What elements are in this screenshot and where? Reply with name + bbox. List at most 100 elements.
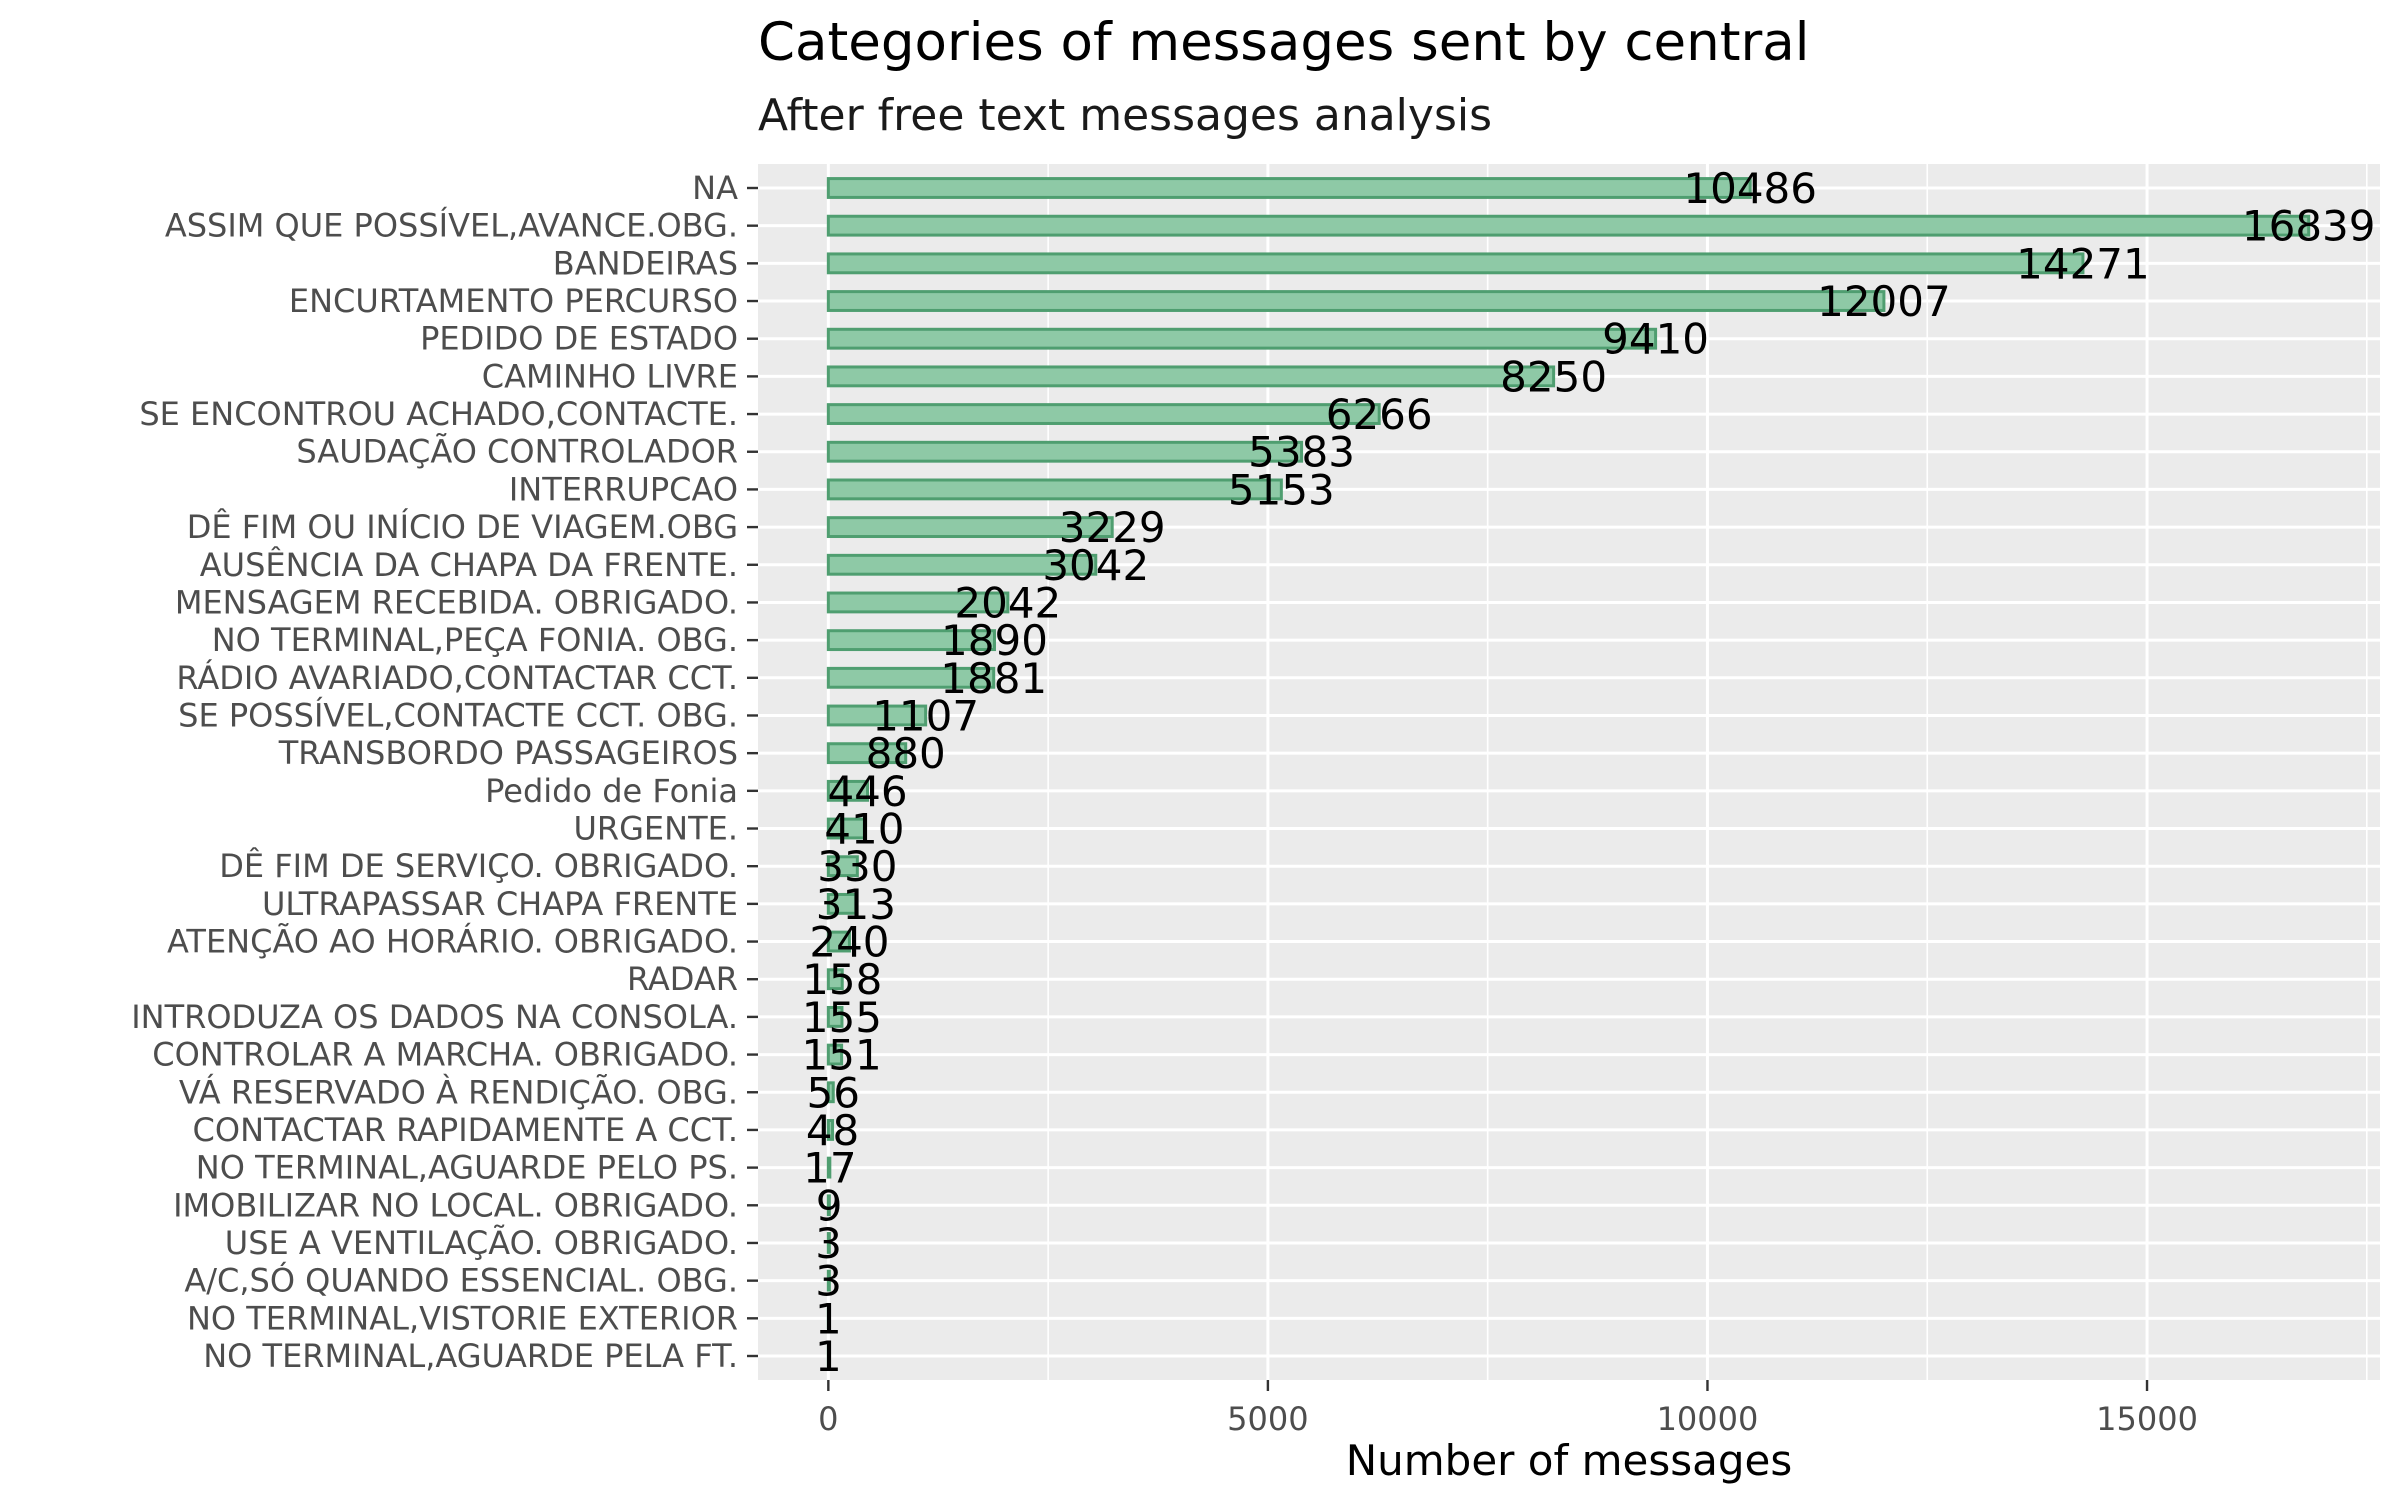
category-label: ULTRAPASSAR CHAPA FRENTE (262, 885, 738, 923)
bar (826, 930, 851, 953)
bar-value-label: 1 (815, 1332, 842, 1381)
bar (826, 177, 1752, 199)
category-label: CONTACTAR RAPIDAMENTE A CCT. (193, 1111, 738, 1149)
bar-value-label: 10486 (1683, 164, 1817, 213)
chart-title: Categories of messages sent by central (758, 12, 1810, 73)
category-label: IMOBILIZAR NO LOCAL. OBRIGADO. (173, 1186, 738, 1224)
bar (826, 440, 1304, 463)
category-label: USE A VENTILAÇÃO. OBRIGADO. (225, 1224, 738, 1262)
bar (826, 403, 1381, 425)
category-label: INTRODUZA OS DADOS NA CONSOLA. (131, 998, 738, 1036)
bar (826, 553, 1098, 576)
category-label: TRANSBORDO PASSAGEIROS (278, 734, 738, 772)
category-label: CONTROLAR A MARCHA. OBRIGADO. (152, 1036, 738, 1074)
bar (826, 365, 1556, 388)
category-label: INTERRUPCAO (509, 470, 738, 508)
category-label: PEDIDO DE ESTADO (420, 320, 738, 358)
bar (826, 1307, 831, 1330)
category-label: ENCURTAMENTO PERCURSO (289, 282, 738, 320)
bar (826, 1345, 831, 1367)
bar-value-label: 9410 (1602, 315, 1709, 364)
bar (826, 892, 858, 915)
category-label: SE POSSÍVEL,CONTACTE CCT. OBG. (178, 696, 738, 734)
bar-value-label: 3042 (1042, 541, 1149, 590)
bar (826, 968, 844, 991)
x-tick-label: 5000 (1227, 1400, 1308, 1438)
bar (826, 591, 1010, 614)
bar-value-label: 3229 (1059, 503, 1166, 552)
bar-value-label: 48 (806, 1106, 859, 1155)
bar-value-label: 17 (803, 1144, 856, 1193)
bar-value-label: 240 (809, 918, 889, 967)
x-axis-title: Number of messages (1346, 1436, 1793, 1485)
bar-value-label: 14271 (2016, 239, 2150, 288)
bar (826, 478, 1283, 501)
bar (826, 290, 1886, 312)
bar-value-label: 2042 (954, 578, 1061, 627)
bar (826, 1232, 831, 1254)
category-label: NO TERMINAL,AGUARDE PELO PS. (196, 1149, 738, 1187)
bar-value-label: 1 (815, 1294, 842, 1343)
category-label: RÁDIO AVARIADO,CONTACTAR CCT. (176, 659, 738, 697)
bar-value-label: 1890 (941, 616, 1048, 665)
bar (826, 1269, 831, 1292)
bar-value-label: 155 (802, 993, 882, 1042)
bar (826, 742, 908, 765)
category-label: DÊ FIM OU INÍCIO DE VIAGEM.OBG (187, 508, 738, 546)
category-label: AUSÊNCIA DA CHAPA DA FRENTE. (200, 546, 738, 584)
category-label: URGENTE. (573, 810, 738, 848)
category-label: NO TERMINAL,VISTORIE EXTERIOR (187, 1299, 738, 1337)
bar-value-label: 410 (824, 805, 904, 854)
category-label: SAUDAÇÃO CONTROLADOR (296, 433, 738, 471)
bar-value-label: 880 (866, 729, 946, 778)
bar (826, 855, 859, 878)
category-label: MENSAGEM RECEBIDA. OBRIGADO. (175, 583, 738, 621)
bar-value-label: 16839 (2242, 202, 2376, 251)
bar-value-label: 1107 (872, 691, 979, 740)
bar-value-label: 330 (817, 842, 897, 891)
bar (826, 629, 996, 652)
bar (826, 704, 928, 727)
bar (826, 1043, 844, 1066)
bar (826, 252, 2085, 275)
bar (826, 1194, 831, 1217)
bar-value-label: 5153 (1228, 465, 1335, 514)
bar (826, 1156, 832, 1179)
chart-subtitle: After free text messages analysis (758, 90, 1492, 141)
bar-value-label: 313 (816, 880, 896, 929)
x-tick-label: 10000 (1657, 1400, 1759, 1438)
bar-value-label: 6266 (1326, 390, 1433, 439)
category-label: NO TERMINAL,PEÇA FONIA. OBG. (212, 621, 738, 659)
x-axis: 0 5000 10000 15000 (818, 1380, 2198, 1438)
bar-value-label: 446 (827, 767, 907, 816)
category-label: ASSIM QUE POSSÍVEL,AVANCE.OBG. (165, 207, 738, 245)
bar (826, 1119, 835, 1141)
bar (826, 1081, 835, 1104)
bar (826, 516, 1114, 539)
bar (826, 666, 996, 689)
bar-value-label: 3 (815, 1257, 842, 1306)
category-label: BANDEIRAS (553, 244, 738, 282)
category-label: NO TERMINAL,AGUARDE PELA FT. (203, 1337, 738, 1375)
value-labels: 1048616839142711200794108250626653835153… (802, 164, 2376, 1381)
x-tick-label: 0 (818, 1400, 838, 1438)
bar-value-label: 56 (807, 1068, 860, 1117)
bar-value-label: 3 (815, 1219, 842, 1268)
bar-value-label: 8250 (1500, 352, 1607, 401)
category-label: NA (692, 169, 738, 207)
bar (826, 817, 866, 840)
bar-value-label: 158 (802, 955, 882, 1004)
bar (826, 327, 1658, 350)
bar-value-label: 12007 (1817, 277, 1951, 326)
category-label: A/C,SÓ QUANDO ESSENCIAL. OBG. (184, 1261, 738, 1300)
category-label: DÊ FIM DE SERVIÇO. OBRIGADO. (219, 847, 738, 885)
bar-value-label: 151 (802, 1031, 882, 1080)
category-label: RADAR (627, 960, 738, 998)
category-label: CAMINHO LIVRE (482, 357, 738, 395)
category-label: ATENÇÃO AO HORÁRIO. OBRIGADO. (167, 923, 738, 961)
bar-value-label: 1881 (940, 654, 1047, 703)
category-label: Pedido de Fonia (485, 772, 738, 810)
